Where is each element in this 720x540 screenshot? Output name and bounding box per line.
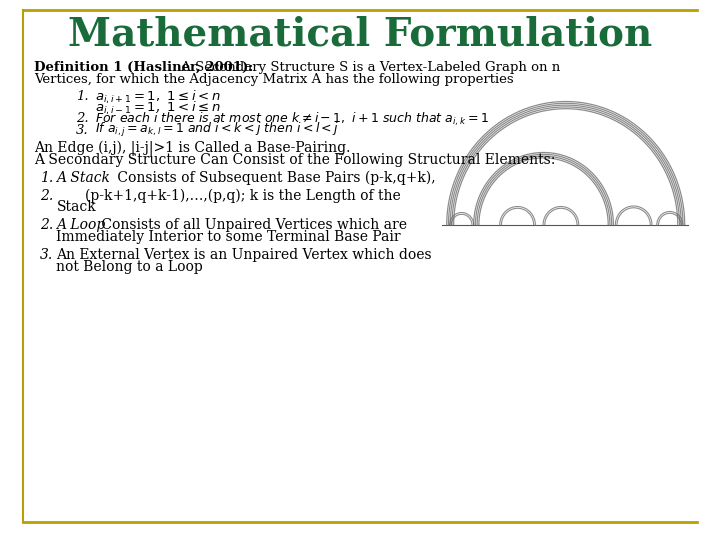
Text: $\mathit{For\ each\ i\ there\ is\ at\ most\ one\ k \neq i-1,\ i+1\ such\ that\ a: $\mathit{For\ each\ i\ there\ is\ at\ mo… [95,110,489,127]
Text: 2.: 2. [40,189,53,203]
Text: $\mathit{If\ a_{i,j} = a_{k,l} = 1\ and\ i < k < j\ then\ i < l < j}$: $\mathit{If\ a_{i,j} = a_{k,l} = 1\ and\… [95,121,339,139]
Text: Stack: Stack [56,200,96,214]
Text: Definition 1 (Hasliner, 2001):: Definition 1 (Hasliner, 2001): [35,60,253,73]
Text: 3.: 3. [76,124,89,137]
Text: Mathematical Formulation: Mathematical Formulation [68,16,652,54]
Text: 3.: 3. [40,248,53,262]
Text: 1.: 1. [76,91,89,104]
Text: Immediately Interior to some Terminal Base Pair: Immediately Interior to some Terminal Ba… [56,230,401,244]
Text: (p-k+1,q+k-1),…,(p,q); k is the Length of the: (p-k+1,q+k-1),…,(p,q); k is the Length o… [86,189,401,203]
Text: A Stack: A Stack [56,171,110,185]
Text: $a_{i,i+1} = 1,\ 1 \leq i < n$: $a_{i,i+1} = 1,\ 1 \leq i < n$ [95,89,220,106]
Text: $a_{i,i-1} = 1,\ 1 < i \leq n$: $a_{i,i-1} = 1,\ 1 < i \leq n$ [95,99,220,117]
Text: Consists of all Unpaired Vertices which are: Consists of all Unpaired Vertices which … [97,218,407,232]
Text: A Loop: A Loop [56,218,106,232]
Text: Vertices, for which the Adjacency Matrix A has the following properties: Vertices, for which the Adjacency Matrix… [35,72,514,85]
Text: An External Vertex is an Unpaired Vertex which does: An External Vertex is an Unpaired Vertex… [56,248,432,262]
Text: A Secondary Structure S is a Vertex-Labeled Graph on n: A Secondary Structure S is a Vertex-Labe… [177,60,560,73]
Text: A Secondary Structure Can Consist of the Following Structural Elements:: A Secondary Structure Can Consist of the… [35,153,556,167]
Text: 1.: 1. [40,171,53,185]
Text: Consists of Subsequent Base Pairs (p-k,q+k),: Consists of Subsequent Base Pairs (p-k,q… [113,171,436,185]
Text: 2.: 2. [76,112,89,125]
Text: An Edge (i,j), |i-j|>1 is Called a Base-Pairing.: An Edge (i,j), |i-j|>1 is Called a Base-… [35,140,351,156]
Text: not Belong to a Loop: not Belong to a Loop [56,260,203,274]
Text: 2.: 2. [40,218,53,232]
